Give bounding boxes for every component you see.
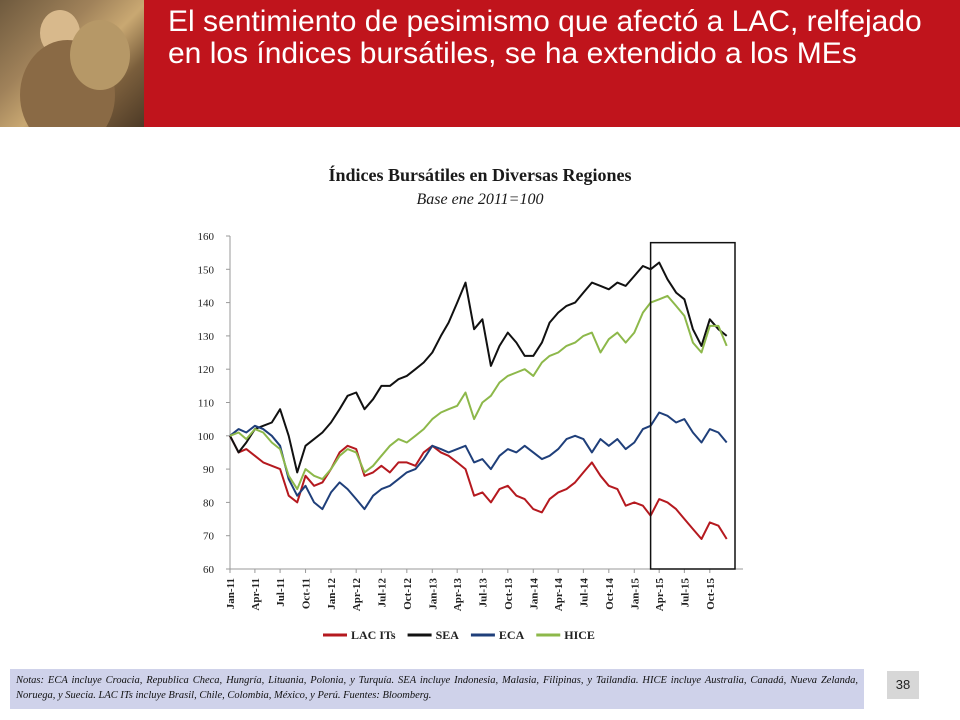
x-tick-label: Jul-15	[679, 578, 691, 608]
x-tick-label: Oct-15	[705, 578, 717, 610]
legend-label: HICE	[564, 628, 595, 642]
x-tick-label: Jul-14	[578, 578, 590, 608]
y-tick-label: 140	[198, 298, 215, 310]
slide-title: El sentimiento de pesimismo que afectó a…	[168, 5, 922, 70]
y-tick-label: 120	[198, 364, 215, 376]
x-tick-label: Jan-15	[629, 578, 641, 610]
y-tick-label: 60	[203, 564, 215, 576]
series-line-sea	[229, 261, 728, 474]
highlight-box	[649, 241, 736, 570]
chart-axes: 60 70 80 90 100 110 120 130 140 150 160 Jan-11 Apr-1…	[198, 231, 743, 612]
y-tick-label: 90	[203, 464, 215, 476]
legend-label: SEA	[436, 628, 460, 642]
x-tick-label: Jan-11	[225, 578, 237, 609]
chart-title: Índices Bursátiles en Diversas Regiones	[328, 165, 632, 185]
x-tick-label: Apr-14	[553, 578, 565, 612]
x-tick-label: Apr-15	[654, 578, 666, 612]
series-line-hice	[229, 294, 728, 491]
chart-subtitle: Base ene 2011=100	[416, 191, 544, 208]
x-tick-label: Oct-13	[503, 578, 515, 610]
header-photo	[0, 0, 144, 127]
legend-label: ECA	[499, 628, 525, 642]
y-tick-label: 160	[198, 231, 215, 243]
page-number: 38	[887, 671, 919, 699]
x-tick-label: Oct-14	[604, 578, 616, 610]
x-tick-label: Oct-11	[301, 578, 313, 609]
y-tick-label: 100	[198, 431, 215, 443]
x-tick-label: Apr-11	[250, 578, 262, 611]
series-line-eca	[229, 411, 728, 511]
series-line-lac-its	[229, 435, 728, 540]
chart-notes: Notas: ECA incluye Croacia, Republica Ch…	[10, 669, 864, 709]
y-tick-label: 130	[198, 331, 215, 343]
y-tick-label: 80	[203, 497, 215, 509]
y-tick-label: 110	[198, 398, 215, 410]
chart-legend: LAC ITs SEA ECA HICE	[323, 628, 595, 642]
x-tick-label: Apr-13	[452, 578, 464, 612]
legend-label: LAC ITs	[351, 628, 396, 642]
y-tick-label: 150	[198, 264, 215, 276]
x-tick-label: Apr-12	[351, 578, 363, 612]
photo-figure-arm	[70, 20, 130, 90]
title-banner	[0, 0, 960, 127]
x-tick-label: Jan-12	[326, 578, 338, 610]
x-tick-label: Jul-13	[477, 578, 489, 608]
x-tick-label: Jul-12	[376, 578, 388, 608]
x-tick-label: Jul-11	[275, 578, 287, 607]
x-tick-label: Jan-13	[427, 578, 439, 610]
y-tick-label: 70	[203, 531, 215, 543]
chart-series	[229, 241, 736, 570]
x-tick-label: Oct-12	[402, 578, 414, 610]
x-tick-label: Jan-14	[528, 578, 540, 610]
